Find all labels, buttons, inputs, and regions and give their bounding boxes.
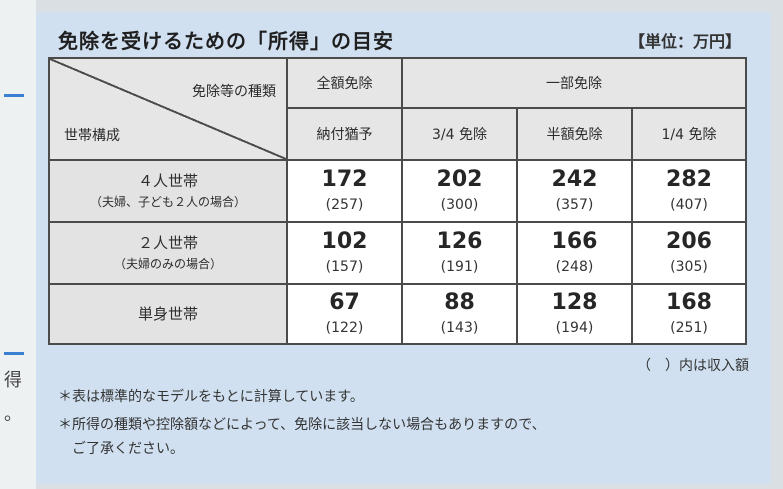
header-col: 3/4 免除 bbox=[401, 107, 518, 161]
row-header: ４人世帯 （夫婦、子ども２人の場合） bbox=[48, 159, 288, 223]
blue-marker bbox=[4, 94, 24, 97]
income-threshold: 168 bbox=[666, 290, 712, 315]
table-cell: 242 (357) bbox=[516, 159, 633, 223]
income-amount: (257) bbox=[325, 197, 364, 213]
edge-char: 得 bbox=[4, 370, 22, 391]
income-threshold: 67 bbox=[329, 290, 360, 315]
income-amount: (248) bbox=[555, 259, 594, 275]
table-cell: 126 (191) bbox=[401, 221, 518, 285]
table-cell: 102 (157) bbox=[286, 221, 403, 285]
table-cell: 206 (305) bbox=[630, 221, 748, 285]
header-col: 半額免除 bbox=[516, 107, 633, 161]
table-row: 単身世帯 67 (122) 88 (143) 128 (194) 168 (251) bbox=[48, 283, 748, 345]
table-cell: 88 (143) bbox=[401, 283, 518, 345]
blue-marker bbox=[4, 352, 24, 355]
row-sublabel: （夫婦のみの場合） bbox=[113, 257, 222, 271]
panel-title: 免除を受けるための「所得」の目安 bbox=[58, 29, 394, 53]
income-threshold: 102 bbox=[321, 229, 368, 254]
header-full-exemption: 全額免除 bbox=[286, 57, 403, 109]
header-partial-exemption: 一部免除 bbox=[400, 57, 748, 109]
income-threshold: 202 bbox=[436, 167, 483, 192]
table-row: ２人世帯 （夫婦のみの場合） 102 (157) 126 (191) 166 (248… bbox=[48, 221, 748, 285]
footnote: ＊所得の種類や控除額などによって、免除に該当しない場合もありますので、 bbox=[58, 417, 546, 433]
table-cell: 282 (407) bbox=[630, 159, 748, 223]
income-threshold: 242 bbox=[551, 167, 598, 192]
table-cell: 67 (122) bbox=[286, 283, 403, 345]
footnotes: ＊表は標準的なモデルをもとに計算しています。 ＊所得の種類や控除額などによって、… bbox=[58, 385, 546, 465]
diagonal-header-cell: 免除等の種類 世帯構成 bbox=[48, 57, 288, 161]
income-amount: (194) bbox=[555, 320, 594, 336]
income-threshold: 282 bbox=[666, 167, 712, 192]
income-threshold: 206 bbox=[666, 229, 712, 254]
table-cell: 166 (248) bbox=[516, 221, 633, 285]
exemption-type-label: 免除等の種類 bbox=[192, 84, 276, 100]
income-threshold: 128 bbox=[551, 290, 598, 315]
unit-label: 【単位：万円】 bbox=[628, 32, 741, 51]
footnote: ＊表は標準的なモデルをもとに計算しています。 bbox=[58, 389, 364, 405]
header-col: 1/4 免除 bbox=[630, 107, 748, 161]
table-cell: 202 (300) bbox=[401, 159, 518, 223]
background-page-edge: 得 。 bbox=[0, 0, 36, 489]
income-threshold: 166 bbox=[551, 229, 598, 254]
table-row: ４人世帯 （夫婦、子ども２人の場合） 172 (257) 202 (300) 242… bbox=[48, 159, 748, 223]
income-amount: (300) bbox=[440, 197, 479, 213]
income-note: （ ）内は収入額 bbox=[637, 358, 749, 374]
table-cell: 172 (257) bbox=[286, 159, 403, 223]
income-amount: (122) bbox=[325, 320, 364, 336]
edge-char: 。 bbox=[4, 404, 22, 425]
row-label: ２人世帯 bbox=[137, 234, 198, 252]
income-amount: (305) bbox=[670, 259, 708, 275]
income-amount: (407) bbox=[670, 197, 708, 213]
table-cell: 128 (194) bbox=[516, 283, 633, 345]
income-threshold: 88 bbox=[444, 290, 475, 315]
table-cell: 168 (251) bbox=[630, 283, 748, 345]
income-amount: (191) bbox=[440, 259, 479, 275]
income-guide-panel: 免除を受けるための「所得」の目安 【単位：万円】 免除等の種類 世帯構成 全額免… bbox=[36, 12, 771, 484]
row-header: ２人世帯 （夫婦のみの場合） bbox=[48, 221, 288, 285]
row-label: ４人世帯 bbox=[137, 172, 198, 190]
row-sublabel: （夫婦、子ども２人の場合） bbox=[89, 195, 246, 209]
income-table: 免除等の種類 世帯構成 全額免除 一部免除 納付猶予 3/4 免除 半額免除 1… bbox=[48, 57, 748, 345]
income-amount: (157) bbox=[325, 259, 364, 275]
income-amount: (357) bbox=[555, 197, 594, 213]
income-threshold: 126 bbox=[436, 229, 483, 254]
income-threshold: 172 bbox=[321, 167, 368, 192]
row-header: 単身世帯 bbox=[48, 283, 288, 345]
income-amount: (251) bbox=[670, 320, 708, 336]
footnote: ご了承ください。 bbox=[58, 441, 184, 457]
household-label: 世帯構成 bbox=[64, 128, 120, 144]
income-amount: (143) bbox=[440, 320, 479, 336]
header-payment-deferral: 納付猶予 bbox=[286, 107, 403, 161]
row-label: 単身世帯 bbox=[137, 305, 198, 323]
